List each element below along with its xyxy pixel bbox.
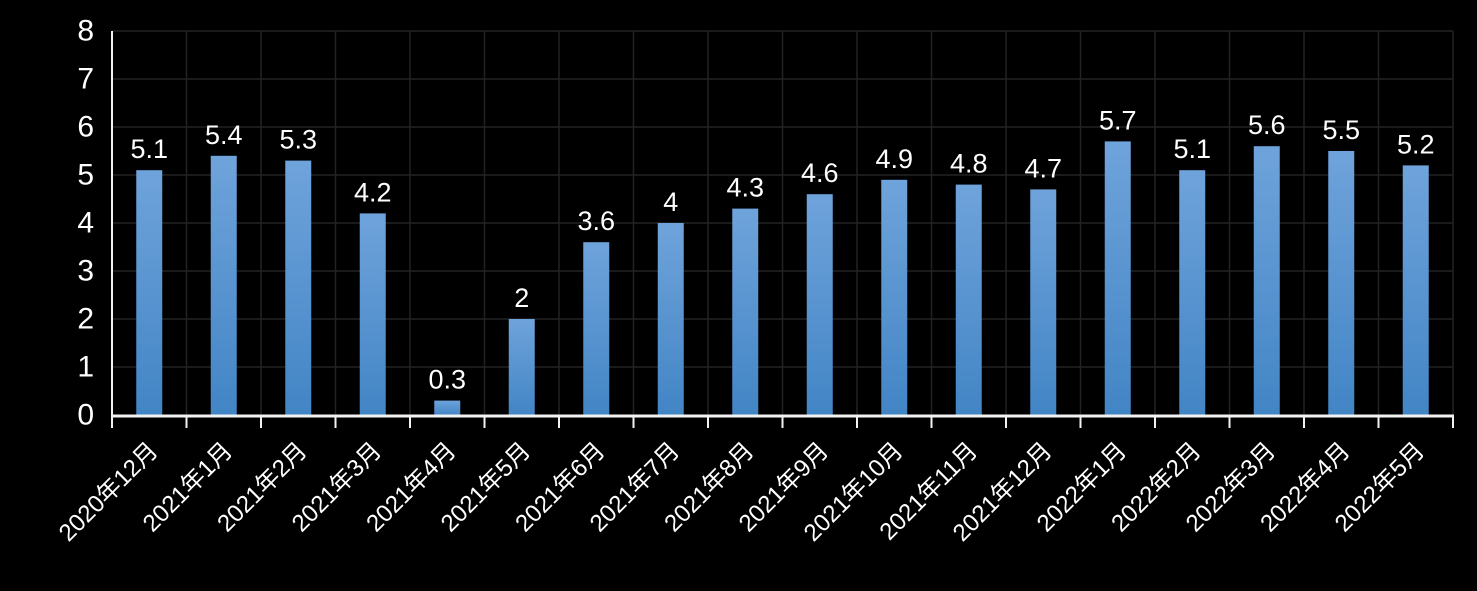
y-axis-tick-label: 0 (77, 399, 94, 432)
bar-value-label: 4.6 (801, 158, 839, 188)
bar-value-label: 4.3 (726, 173, 764, 203)
bar[interactable] (359, 213, 386, 415)
bar[interactable] (508, 319, 535, 415)
y-axis-tick-label: 2 (77, 303, 94, 336)
bar-value-label: 5.4 (205, 120, 243, 150)
bar[interactable] (1328, 151, 1355, 415)
bar-value-label: 5.2 (1397, 129, 1435, 159)
y-axis-tick-label: 5 (77, 159, 94, 192)
y-axis-tick-label: 7 (77, 63, 94, 96)
bar-value-label: 5.5 (1322, 115, 1360, 145)
bar-value-label: 5.1 (130, 134, 168, 164)
y-axis-tick-label: 1 (77, 351, 94, 384)
bar[interactable] (1402, 165, 1429, 415)
bar[interactable] (806, 194, 833, 415)
bar[interactable] (136, 170, 163, 415)
bar[interactable] (1104, 141, 1131, 415)
bar-value-label: 5.1 (1173, 134, 1211, 164)
bar[interactable] (1253, 146, 1280, 415)
bar[interactable] (1030, 189, 1057, 415)
bar-value-label: 4.2 (354, 177, 392, 207)
bar[interactable] (955, 184, 982, 415)
y-axis-tick-label: 8 (77, 15, 94, 48)
bar-value-label: 4.8 (950, 149, 988, 179)
y-axis-tick-label: 6 (77, 111, 94, 144)
bar[interactable] (657, 223, 684, 415)
bar[interactable] (434, 400, 461, 415)
bar-value-label: 3.6 (577, 206, 615, 236)
bar-value-label: 5.3 (279, 125, 317, 155)
bar-value-label: 5.6 (1248, 110, 1286, 140)
bar-value-label: 4.7 (1024, 153, 1062, 183)
bar-value-label: 5.7 (1099, 105, 1137, 135)
bar[interactable] (881, 179, 908, 415)
bar-value-label: 2 (514, 283, 529, 313)
bar[interactable] (1179, 170, 1206, 415)
bar-value-label: 4 (663, 187, 678, 217)
bar[interactable] (285, 160, 312, 415)
bar-value-label: 4.9 (875, 144, 913, 174)
bar[interactable] (210, 155, 237, 416)
y-axis-tick-label: 4 (77, 207, 94, 240)
bar[interactable] (732, 208, 759, 415)
y-axis-tick-label: 3 (77, 255, 94, 288)
bar[interactable] (583, 242, 610, 415)
bar-value-label: 0.3 (428, 365, 466, 395)
